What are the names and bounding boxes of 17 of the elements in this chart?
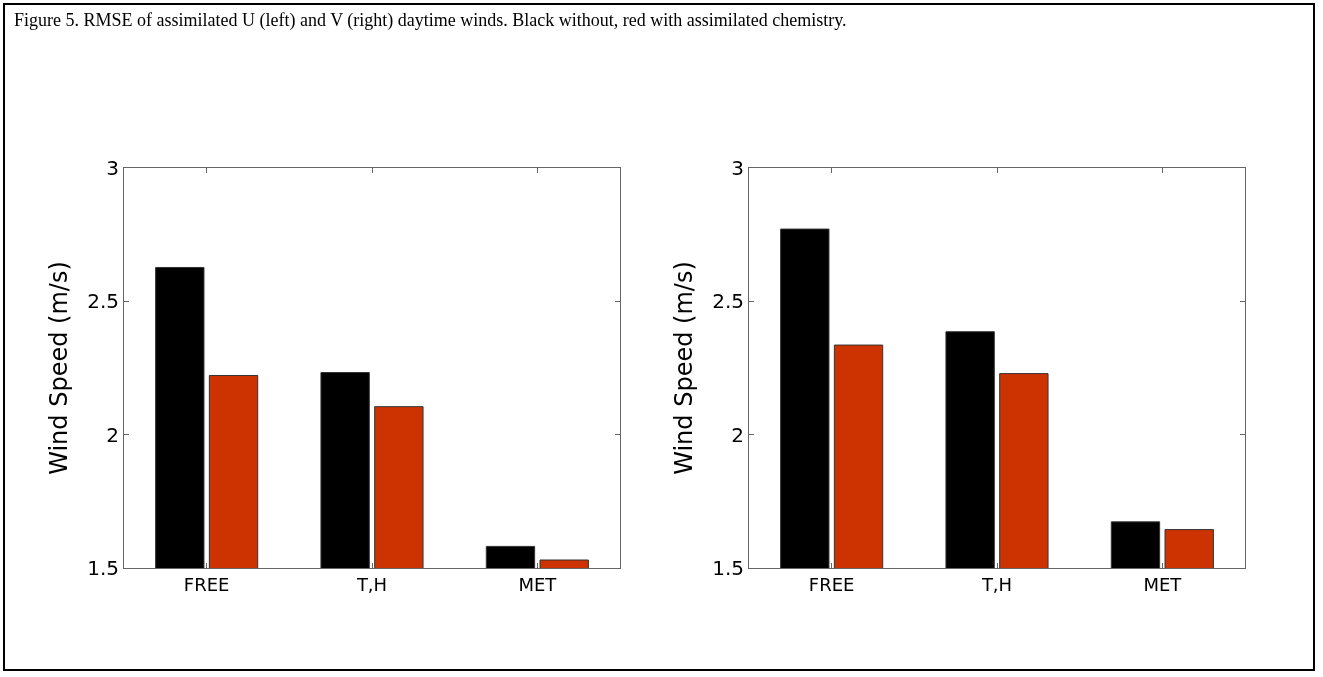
- y-tick-label: 1.5: [87, 556, 119, 580]
- x-tick-label: FREE: [183, 573, 230, 595]
- y-tick-label: 2: [731, 422, 744, 447]
- y-tick-label: 1.5: [712, 556, 744, 580]
- y-tick-label: 2.5: [87, 289, 119, 314]
- y-tick-label: 3: [106, 156, 119, 180]
- x-tick-label: MET: [518, 573, 558, 595]
- y-tick-label: 2: [106, 422, 119, 447]
- x-tick-label: MET: [1143, 573, 1183, 595]
- y-tick-label: 3: [731, 156, 744, 180]
- y-axis-title: Wind Speed (m/s): [45, 261, 74, 475]
- chart-title: Figure 5. RMSE of assimilated U (left) and V (right) daytime winds. Black without, red with assimilated chemistry.: [14, 10, 847, 31]
- x-tick-label: T,H: [355, 573, 388, 595]
- y-axis-title: Wind Speed (m/s): [670, 261, 699, 475]
- x-tick-label: FREE: [808, 573, 855, 595]
- y-tick-label: 2.5: [712, 289, 744, 314]
- x-tick-label: T,H: [980, 573, 1013, 595]
